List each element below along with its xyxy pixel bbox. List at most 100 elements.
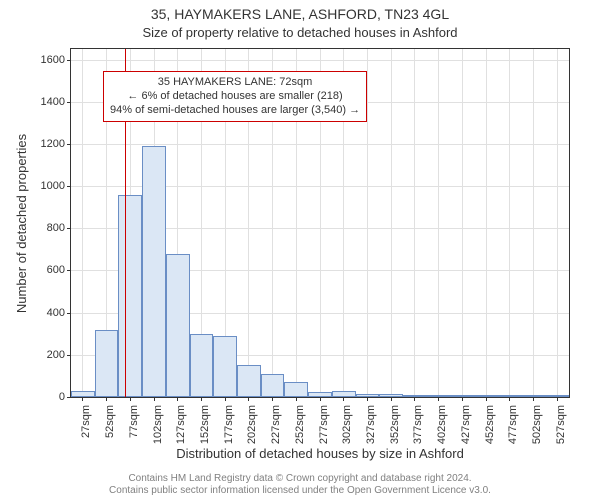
x-tick-label: 127sqm <box>175 405 187 444</box>
histogram-bar <box>118 195 142 397</box>
x-tick-label: 177sqm <box>223 405 235 444</box>
x-tick-mark <box>248 397 249 401</box>
x-tick-label: 277sqm <box>318 405 330 444</box>
x-tick-mark <box>533 397 534 401</box>
x-tick-mark <box>272 397 273 401</box>
y-tick-mark <box>67 313 71 314</box>
histogram-bar <box>237 365 261 397</box>
y-tick-mark <box>67 102 71 103</box>
x-tick-mark <box>391 397 392 401</box>
y-tick-mark <box>67 60 71 61</box>
histogram-bar <box>142 146 166 397</box>
footer-line: Contains public sector information licen… <box>0 485 600 497</box>
callout-box: 35 HAYMAKERS LANE: 72sqm← 6% of detached… <box>103 71 367 122</box>
x-tick-label: 27sqm <box>80 405 92 438</box>
plot-region: 0200400600800100012001400160027sqm52sqm7… <box>70 48 570 398</box>
y-tick-label: 400 <box>47 307 65 319</box>
y-tick-label: 1200 <box>41 138 65 150</box>
callout-line: ← 6% of detached houses are smaller (218… <box>110 90 360 104</box>
histogram-bar <box>95 330 119 397</box>
histogram-bar <box>498 395 522 397</box>
x-tick-label: 302sqm <box>341 405 353 444</box>
x-axis-label: Distribution of detached houses by size … <box>70 446 570 461</box>
x-tick-mark <box>486 397 487 401</box>
histogram-bar <box>356 394 380 397</box>
y-tick-mark <box>67 144 71 145</box>
x-tick-mark <box>177 397 178 401</box>
x-tick-mark <box>82 397 83 401</box>
x-tick-mark <box>438 397 439 401</box>
x-tick-label: 227sqm <box>270 405 282 444</box>
x-tick-mark <box>462 397 463 401</box>
x-tick-mark <box>154 397 155 401</box>
x-tick-mark <box>320 397 321 401</box>
gridline-vertical <box>462 49 463 397</box>
x-tick-mark <box>296 397 297 401</box>
x-tick-label: 527sqm <box>555 405 567 444</box>
histogram-bar <box>71 391 95 397</box>
histogram-bar <box>450 395 474 397</box>
gridline-vertical <box>391 49 392 397</box>
y-tick-label: 600 <box>47 264 65 276</box>
x-tick-label: 377sqm <box>412 405 424 444</box>
gridline-vertical <box>367 49 368 397</box>
x-tick-label: 152sqm <box>199 405 211 444</box>
histogram-bar <box>545 395 569 397</box>
x-tick-label: 102sqm <box>152 405 164 444</box>
x-tick-label: 402sqm <box>436 405 448 444</box>
x-tick-label: 352sqm <box>389 405 401 444</box>
attribution-footer: Contains HM Land Registry data © Crown c… <box>0 473 600 496</box>
histogram-bar <box>522 395 546 397</box>
x-tick-mark <box>343 397 344 401</box>
x-tick-mark <box>557 397 558 401</box>
histogram-bar <box>427 395 451 397</box>
histogram-bar <box>166 254 190 397</box>
y-tick-label: 0 <box>59 391 65 403</box>
y-tick-label: 1000 <box>41 180 65 192</box>
chart-area: 0200400600800100012001400160027sqm52sqm7… <box>70 48 570 398</box>
y-tick-mark <box>67 186 71 187</box>
footer-line: Contains HM Land Registry data © Crown c… <box>0 473 600 485</box>
y-tick-label: 800 <box>47 222 65 234</box>
x-tick-label: 77sqm <box>128 405 140 438</box>
y-tick-label: 1600 <box>41 54 65 66</box>
histogram-bar <box>213 336 237 397</box>
x-tick-label: 327sqm <box>365 405 377 444</box>
x-tick-mark <box>509 397 510 401</box>
gridline-vertical <box>509 49 510 397</box>
x-tick-mark <box>201 397 202 401</box>
y-tick-label: 1400 <box>41 96 65 108</box>
histogram-bar <box>379 394 403 397</box>
x-tick-mark <box>367 397 368 401</box>
callout-line: 94% of semi-detached houses are larger (… <box>110 104 360 118</box>
x-tick-mark <box>106 397 107 401</box>
x-tick-label: 202sqm <box>246 405 258 444</box>
x-tick-mark <box>130 397 131 401</box>
histogram-bar <box>190 334 214 397</box>
x-tick-label: 427sqm <box>460 405 472 444</box>
y-tick-mark <box>67 228 71 229</box>
gridline-vertical <box>557 49 558 397</box>
figure-title: 35, HAYMAKERS LANE, ASHFORD, TN23 4GL <box>0 0 600 23</box>
y-tick-mark <box>67 397 71 398</box>
figure-root: 35, HAYMAKERS LANE, ASHFORD, TN23 4GL Si… <box>0 0 600 500</box>
gridline-vertical <box>438 49 439 397</box>
gridline-vertical <box>486 49 487 397</box>
histogram-bar <box>308 392 332 397</box>
callout-line: 35 HAYMAKERS LANE: 72sqm <box>110 76 360 90</box>
gridline-vertical <box>533 49 534 397</box>
x-tick-mark <box>414 397 415 401</box>
histogram-bar <box>284 382 308 397</box>
y-tick-mark <box>67 355 71 356</box>
figure-subtitle: Size of property relative to detached ho… <box>0 23 600 41</box>
gridline-vertical <box>82 49 83 397</box>
x-tick-label: 452sqm <box>484 405 496 444</box>
x-tick-label: 477sqm <box>507 405 519 444</box>
x-tick-label: 252sqm <box>294 405 306 444</box>
y-axis-label: Number of detached properties <box>14 48 30 398</box>
x-tick-mark <box>225 397 226 401</box>
histogram-bar <box>474 395 498 397</box>
histogram-bar <box>403 395 427 397</box>
histogram-bar <box>332 391 356 397</box>
x-tick-label: 52sqm <box>104 405 116 438</box>
